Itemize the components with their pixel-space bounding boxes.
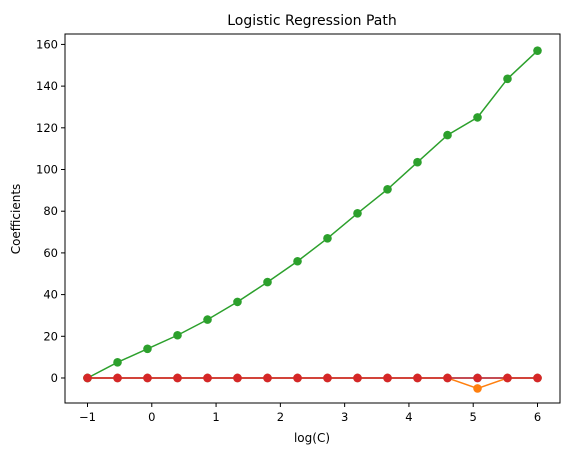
series-4-point	[473, 373, 482, 383]
series-3-point	[263, 277, 272, 287]
y-tick-label: 100	[36, 163, 58, 177]
series-3-point	[353, 208, 362, 218]
x-axis-label: log(C)	[294, 431, 330, 445]
y-tick-label: 40	[43, 288, 58, 302]
series-3-point	[113, 358, 122, 367]
x-tick-label: 2	[277, 410, 284, 424]
series-4-point	[173, 373, 182, 383]
plot-frame	[64, 33, 561, 404]
chart-title: Logistic Regression Path	[227, 13, 397, 29]
x-tick-label: 1	[212, 410, 219, 424]
y-tick-label: 0	[51, 371, 58, 385]
series-4-point	[443, 373, 452, 383]
series-4-point	[503, 373, 512, 383]
series-4-point	[293, 373, 302, 383]
series-3-point	[323, 234, 332, 243]
x-tick-label: 0	[148, 410, 155, 424]
series-3-point	[173, 330, 182, 340]
x-tick-label: 4	[405, 410, 412, 424]
series-3-line	[87, 50, 539, 379]
series-3-point	[503, 74, 512, 84]
series-2-point	[473, 384, 482, 393]
series-3-point	[143, 344, 152, 354]
series-4-point	[413, 373, 422, 383]
series-3-point	[473, 113, 482, 122]
series-3-point	[533, 46, 542, 55]
series-4-point	[143, 373, 152, 383]
series-3	[83, 46, 542, 383]
series-3-point	[293, 256, 302, 266]
y-tick-label: 160	[36, 37, 58, 51]
y-tick-label: 140	[36, 79, 58, 93]
y-tick-label: 20	[43, 329, 58, 343]
series-4	[83, 373, 542, 383]
series-4-point	[533, 373, 542, 383]
series-4-point	[383, 373, 392, 383]
series-3-point	[233, 297, 242, 307]
series-3-point	[443, 130, 452, 140]
y-tick-label: 80	[43, 204, 58, 218]
y-axis-label: Coefficients	[9, 184, 23, 255]
series-2-line	[87, 377, 538, 390]
series-4-point	[353, 373, 362, 383]
series-4-point	[203, 373, 212, 383]
y-axis: 0 20 40 60 80 100 120 140 160	[36, 37, 65, 385]
series-4-point	[83, 373, 92, 383]
x-tick-label: −1	[79, 410, 96, 424]
series-3-point	[383, 185, 392, 194]
y-tick-label: 120	[36, 121, 58, 135]
series-3-point	[203, 315, 212, 324]
plot-area	[83, 46, 542, 393]
series-4-point	[113, 373, 122, 383]
series-4-point	[233, 373, 242, 383]
y-tick-label: 60	[43, 246, 58, 260]
series-2	[83, 373, 542, 393]
series-4-point	[263, 373, 272, 383]
x-axis: −1 0 1 2 3 4 5 6	[79, 403, 541, 424]
series-4-point	[323, 373, 332, 383]
x-tick-label: 3	[341, 410, 348, 424]
x-tick-label: 5	[470, 410, 477, 424]
series-3-point	[413, 157, 422, 167]
x-tick-label: 6	[534, 410, 541, 424]
